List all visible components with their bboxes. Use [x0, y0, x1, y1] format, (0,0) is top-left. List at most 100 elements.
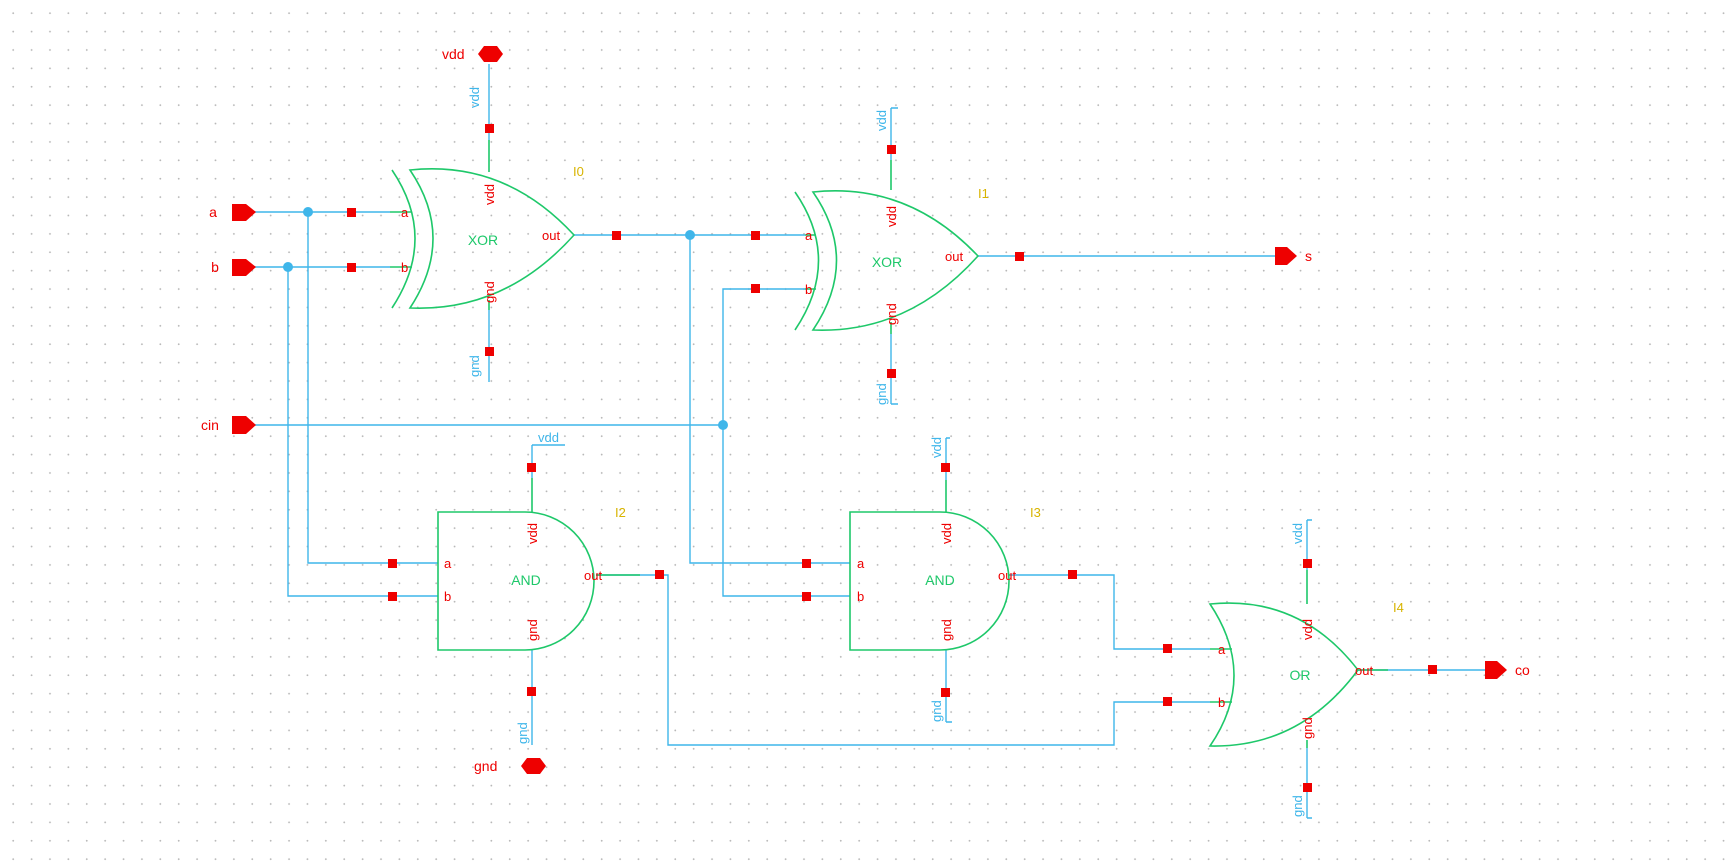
wire-vdd-i3[interactable]	[945, 437, 950, 480]
input-port-a[interactable]	[232, 204, 256, 221]
wire-i3-out[interactable]	[1010, 574, 1210, 650]
xor-body	[811, 190, 980, 331]
pin-marker[interactable]	[1015, 252, 1024, 261]
wire-i2-out[interactable]	[596, 574, 1210, 746]
junction-dot	[283, 262, 293, 272]
net-label-vdd: vdd	[467, 87, 482, 108]
pin-marker[interactable]	[802, 559, 811, 568]
pin-label-out: out	[945, 249, 963, 264]
pin-marker[interactable]	[751, 284, 760, 293]
pin-marker[interactable]	[388, 559, 397, 568]
input-port-cin[interactable]	[232, 416, 256, 434]
pin-marker[interactable]	[1428, 665, 1437, 674]
instance-name-i3: I3	[1030, 505, 1041, 520]
xor-back-curve	[391, 169, 416, 309]
junction-dot	[303, 207, 313, 217]
pin-marker[interactable]	[655, 570, 664, 579]
net-label-vdd: vdd	[538, 430, 559, 445]
instance-name-i4: I4	[1393, 600, 1404, 615]
pin-label-vdd: vdd	[482, 184, 497, 205]
wires	[242, 64, 1486, 819]
net-label-vdd: vdd	[929, 437, 944, 458]
pin-marker[interactable]	[527, 463, 536, 472]
pin-label-out: out	[998, 568, 1016, 583]
wire-b-drop[interactable]	[287, 267, 438, 597]
input-port-b[interactable]	[232, 259, 256, 276]
pin-label-gnd: gnd	[482, 281, 497, 303]
pin-label-a: a	[805, 228, 813, 243]
pin-label-out: out	[542, 228, 560, 243]
port-label-co: co	[1515, 662, 1530, 678]
pin-marker[interactable]	[612, 231, 621, 240]
gate-i2-and[interactable]	[437, 478, 640, 651]
pin-marker[interactable]	[347, 208, 356, 217]
pin-label-b: b	[1218, 695, 1225, 710]
net-label-gnd: gnd	[1290, 795, 1305, 817]
or-body	[1208, 602, 1360, 747]
pin-marker[interactable]	[527, 687, 536, 696]
pin-marker[interactable]	[887, 145, 896, 154]
output-port-co[interactable]	[1485, 661, 1507, 679]
pin-marker[interactable]	[388, 592, 397, 601]
net-label-gnd: gnd	[515, 722, 530, 744]
gate-i4-or[interactable]	[1208, 570, 1388, 748]
gate-type-label: AND	[511, 572, 541, 588]
wire-cin-up[interactable]	[722, 288, 805, 425]
pin-marker[interactable]	[347, 263, 356, 272]
wire-a-drop[interactable]	[307, 212, 438, 564]
pin-label-out: out	[584, 568, 602, 583]
pin-marker[interactable]	[485, 347, 494, 356]
pin-label-gnd: gnd	[1300, 717, 1315, 739]
pin-label-vdd: vdd	[1300, 619, 1315, 640]
wire-gnd-i3[interactable]	[945, 650, 952, 723]
pin-marker[interactable]	[1303, 783, 1312, 792]
pin-marker[interactable]	[941, 463, 950, 472]
pin-marker[interactable]	[941, 688, 950, 697]
inout-port-gnd[interactable]	[521, 758, 546, 774]
pin-label-vdd: vdd	[939, 523, 954, 544]
pin-marker[interactable]	[1303, 559, 1312, 568]
gate-pin-stubs	[805, 160, 892, 334]
xor-body	[408, 168, 576, 309]
port-label-gnd: gnd	[474, 758, 497, 774]
pin-marker[interactable]	[887, 369, 896, 378]
pin-label-b: b	[857, 589, 864, 604]
pin-label-a: a	[401, 205, 409, 220]
junction-dot	[718, 420, 728, 430]
wire-vdd-i2[interactable]	[531, 444, 565, 478]
pin-marker[interactable]	[1163, 644, 1172, 653]
gate-pin-stubs	[1210, 570, 1388, 748]
pin-label-gnd: gnd	[525, 619, 540, 641]
port-label-s: s	[1305, 248, 1312, 264]
instance-name-i0: I0	[573, 164, 584, 179]
gate-i0-xor[interactable]	[390, 140, 576, 310]
wire-i0-out-drop[interactable]	[689, 235, 850, 564]
pin-label-b: b	[444, 589, 451, 604]
io-ports	[232, 46, 1507, 774]
pin-label-gnd: gnd	[884, 303, 899, 325]
gate-i1-xor[interactable]	[794, 160, 980, 334]
gate-pin-stubs	[390, 140, 490, 310]
pin-label-b: b	[401, 260, 408, 275]
pin-marker[interactable]	[802, 592, 811, 601]
and-body	[849, 511, 1010, 651]
gate-i3-and[interactable]	[849, 480, 1010, 651]
pin-marker[interactable]	[485, 124, 494, 133]
output-port-s[interactable]	[1275, 247, 1297, 265]
wire-cin-down[interactable]	[722, 425, 850, 597]
port-label-vdd: vdd	[442, 46, 465, 62]
pin-marker[interactable]	[1068, 570, 1077, 579]
pin-marker[interactable]	[1163, 697, 1172, 706]
gate-pin-stubs	[531, 478, 640, 576]
pin-label-a: a	[857, 556, 865, 571]
pin-marker[interactable]	[751, 231, 760, 240]
gate-type-label: AND	[925, 572, 955, 588]
instance-name-i1: I1	[978, 186, 989, 201]
junctions	[283, 207, 728, 430]
port-label-b: b	[211, 259, 219, 275]
instance-name-i2: I2	[615, 505, 626, 520]
pin-markers	[347, 124, 1437, 792]
inout-port-vdd[interactable]	[478, 46, 503, 62]
